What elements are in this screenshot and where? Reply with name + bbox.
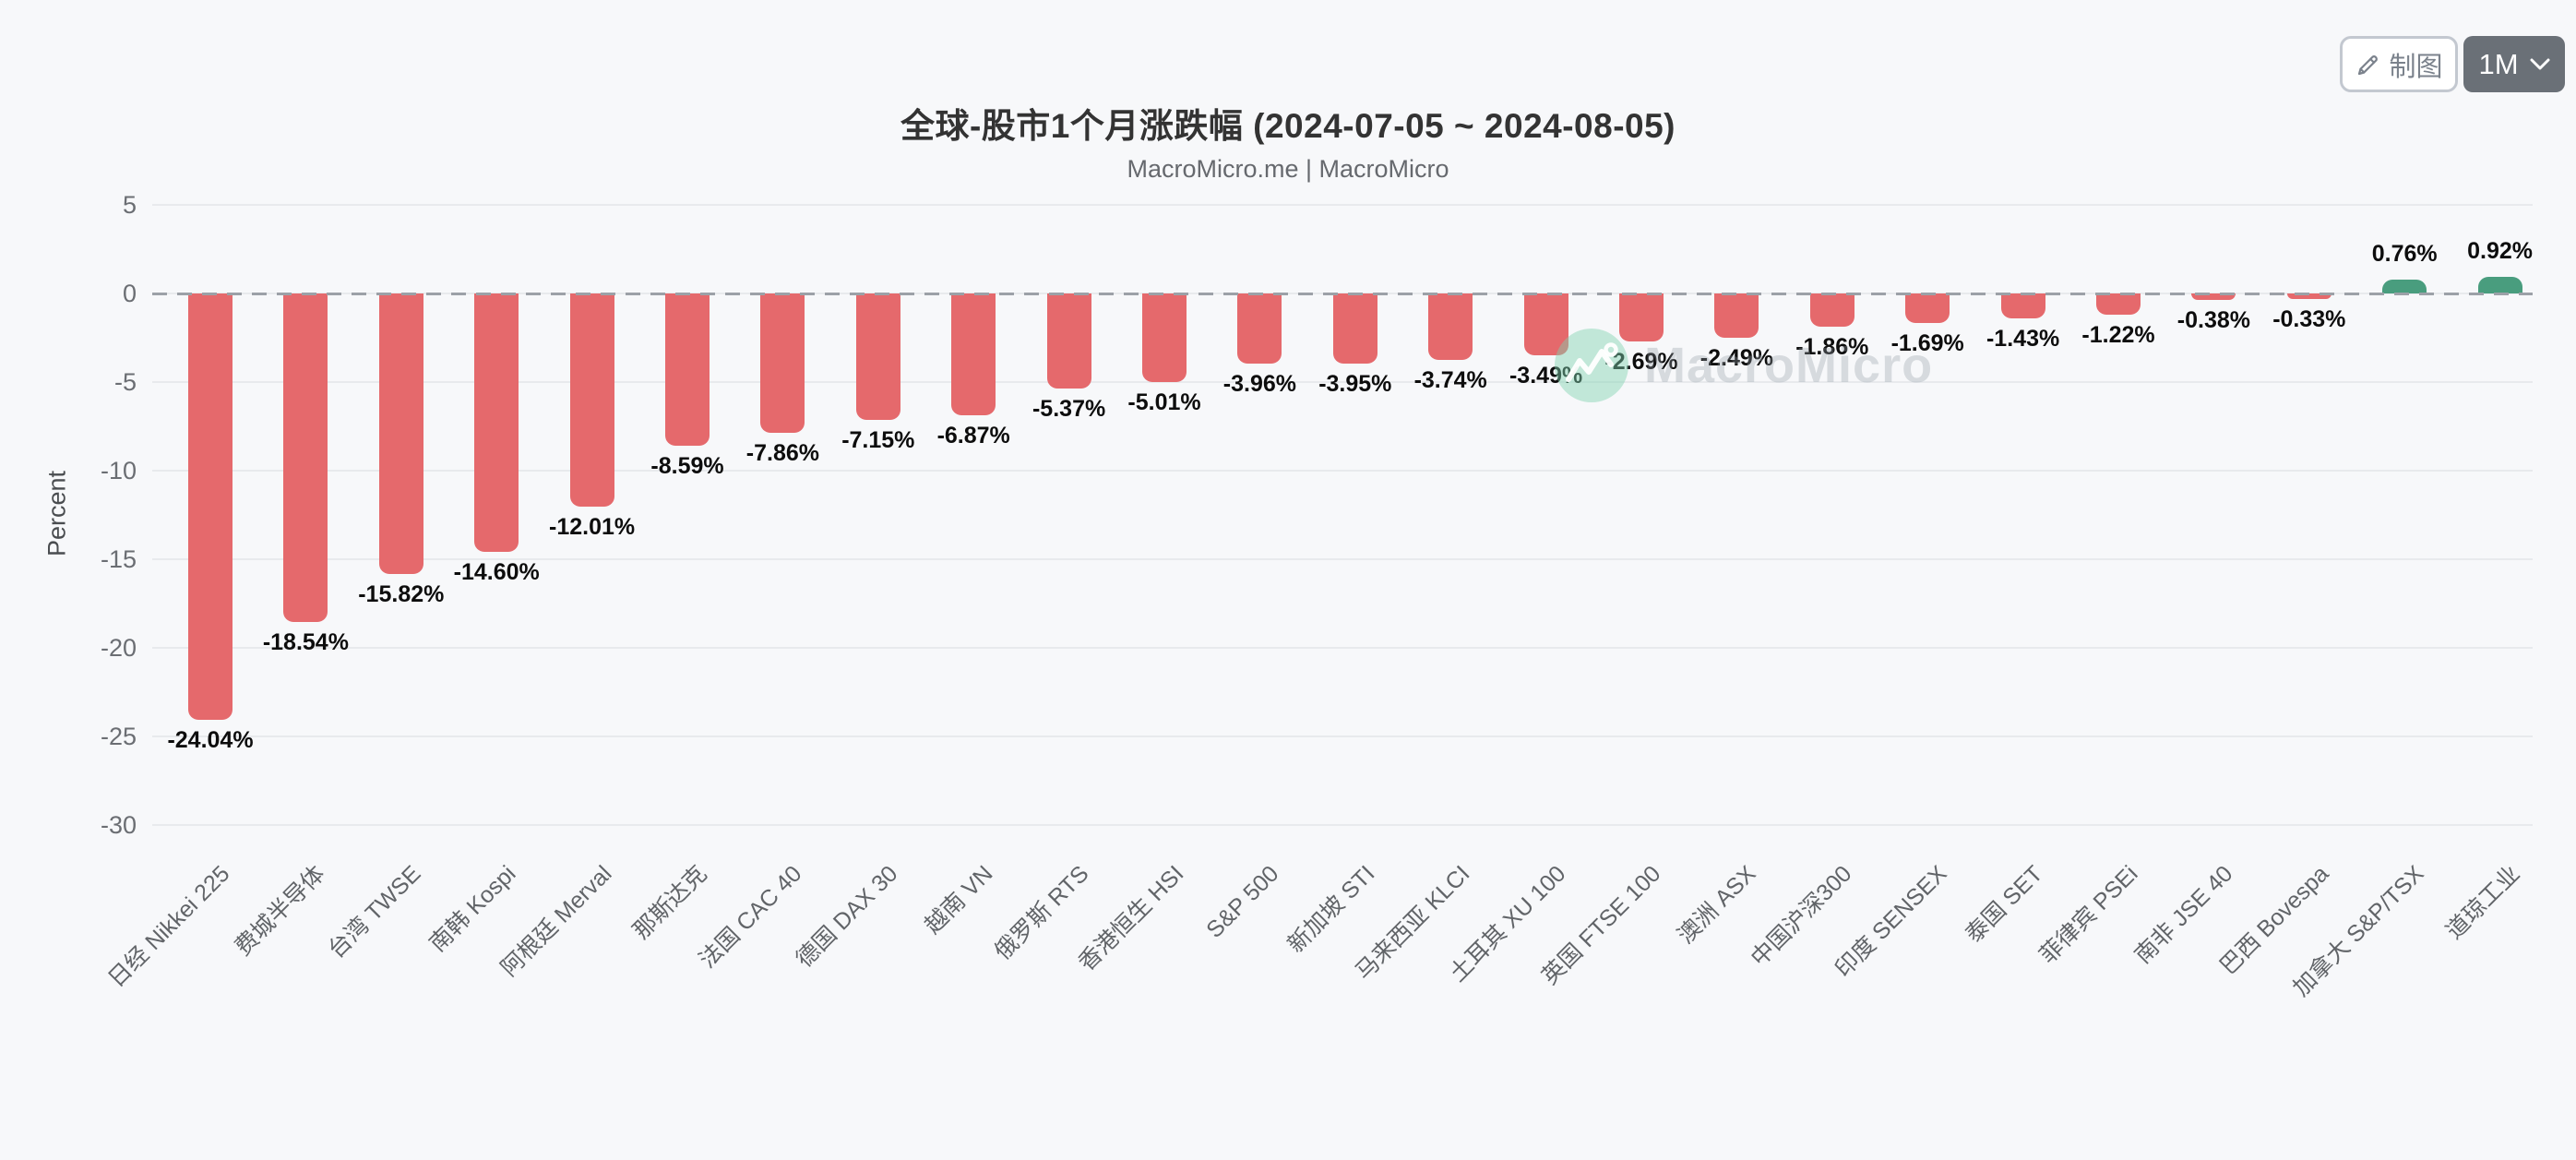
chart-bar[interactable] bbox=[1809, 293, 1854, 327]
chart-bar[interactable] bbox=[378, 293, 423, 574]
y-axis-tick-label: -25 bbox=[100, 723, 137, 750]
chart-bar[interactable] bbox=[951, 293, 996, 415]
chart-bar[interactable] bbox=[2000, 293, 2045, 319]
zero-baseline bbox=[152, 292, 2533, 295]
y-axis-tick-label: -10 bbox=[100, 457, 137, 484]
gridline bbox=[152, 647, 2533, 649]
bar-value-label: -24.04% bbox=[167, 726, 254, 753]
chart-bar[interactable] bbox=[188, 293, 233, 720]
chart-bar[interactable] bbox=[2096, 293, 2141, 316]
chart-bar[interactable] bbox=[1332, 293, 1377, 364]
chart-bar[interactable] bbox=[760, 293, 805, 433]
draw-chart-button[interactable]: 制图 bbox=[2340, 36, 2458, 92]
chart-bar[interactable] bbox=[2477, 277, 2522, 293]
bar-chart: Percent MacroMicro 5 0 -5 -10 -15 -20 -25 -30 -2… bbox=[42, 191, 2534, 1001]
chart-bar[interactable] bbox=[569, 293, 614, 507]
bar-value-label: -1.86% bbox=[1795, 333, 1869, 360]
chart-bar[interactable] bbox=[855, 293, 900, 421]
bar-value-label: -6.87% bbox=[936, 422, 1010, 448]
bar-value-label: -7.86% bbox=[745, 439, 819, 466]
gridline bbox=[152, 558, 2533, 560]
chart-bar[interactable] bbox=[2382, 280, 2427, 293]
chart-bar[interactable] bbox=[1237, 293, 1282, 365]
bar-value-label: -3.96% bbox=[1222, 371, 1296, 398]
bar-value-label: -2.49% bbox=[1699, 344, 1773, 371]
bar-value-label: -15.82% bbox=[358, 580, 445, 607]
bar-value-label: -1.22% bbox=[2081, 322, 2155, 349]
chart-page: 全球-股市1个月涨跌幅 (2024-07-05 ~ 2024-08-05) Ma… bbox=[42, 36, 2565, 1001]
gridline bbox=[152, 470, 2533, 472]
y-axis-tick-label: -20 bbox=[100, 634, 137, 662]
bar-value-label: -0.33% bbox=[2272, 306, 2346, 333]
bar-value-label: -1.43% bbox=[1986, 326, 2060, 353]
bar-value-label: -7.15% bbox=[841, 427, 915, 454]
period-dropdown[interactable]: 1M bbox=[2463, 36, 2565, 92]
chart-bar[interactable] bbox=[1523, 293, 1568, 355]
bar-value-label: -5.01% bbox=[1127, 389, 1201, 416]
period-dropdown-value: 1M bbox=[2478, 47, 2519, 80]
bar-value-label: -1.69% bbox=[1890, 330, 1964, 357]
bar-value-label: 0.92% bbox=[2467, 238, 2534, 265]
bar-value-label: -2.69% bbox=[1604, 348, 1678, 375]
gridline bbox=[152, 824, 2533, 826]
chart-bar[interactable] bbox=[1905, 293, 1950, 324]
bar-value-label: -12.01% bbox=[549, 513, 636, 540]
chart-bar[interactable] bbox=[1619, 293, 1664, 341]
chart-bar[interactable] bbox=[1046, 293, 1091, 389]
y-axis-title: Percent bbox=[42, 470, 71, 557]
gridline bbox=[152, 204, 2533, 206]
page-title: 全球-股市1个月涨跌幅 (2024-07-05 ~ 2024-08-05) bbox=[900, 107, 1676, 145]
chevron-down-icon bbox=[2530, 58, 2550, 71]
bar-value-label: -0.38% bbox=[2176, 307, 2250, 334]
bar-value-label: -8.59% bbox=[650, 452, 724, 479]
bar-value-label: 0.76% bbox=[2371, 241, 2438, 268]
chart-bar[interactable] bbox=[2286, 293, 2332, 300]
y-axis-tick-label: 0 bbox=[122, 280, 137, 307]
bar-value-label: -3.49% bbox=[1509, 363, 1583, 389]
y-axis-tick-label: -15 bbox=[100, 545, 137, 573]
y-axis-tick-label: -5 bbox=[113, 368, 137, 396]
gridline bbox=[152, 735, 2533, 737]
chart-bar[interactable] bbox=[665, 293, 710, 446]
y-axis-tick-label: 5 bbox=[122, 191, 137, 219]
bar-value-label: -14.60% bbox=[453, 559, 540, 586]
y-axis-tick-label: -30 bbox=[100, 811, 137, 839]
bar-value-label: -18.54% bbox=[262, 628, 349, 655]
chart-bar[interactable] bbox=[474, 293, 519, 553]
watermark-brand-text: MacroMicro bbox=[1644, 338, 1934, 393]
page-subtitle: MacroMicro.me | MacroMicro bbox=[1127, 155, 1449, 183]
bar-value-label: -3.95% bbox=[1318, 370, 1392, 397]
chart-bar[interactable] bbox=[1714, 293, 1759, 338]
chart-bar[interactable] bbox=[283, 293, 328, 622]
bar-value-label: -5.37% bbox=[1032, 396, 1106, 423]
pencil-icon bbox=[2355, 51, 2382, 78]
draw-chart-button-label: 制图 bbox=[2389, 52, 2443, 82]
chart-bar[interactable] bbox=[2191, 293, 2236, 301]
gridline bbox=[152, 381, 2533, 383]
chart-bar[interactable] bbox=[1142, 293, 1187, 383]
chart-bar[interactable] bbox=[1428, 293, 1473, 360]
bar-value-label: -3.74% bbox=[1413, 366, 1487, 393]
